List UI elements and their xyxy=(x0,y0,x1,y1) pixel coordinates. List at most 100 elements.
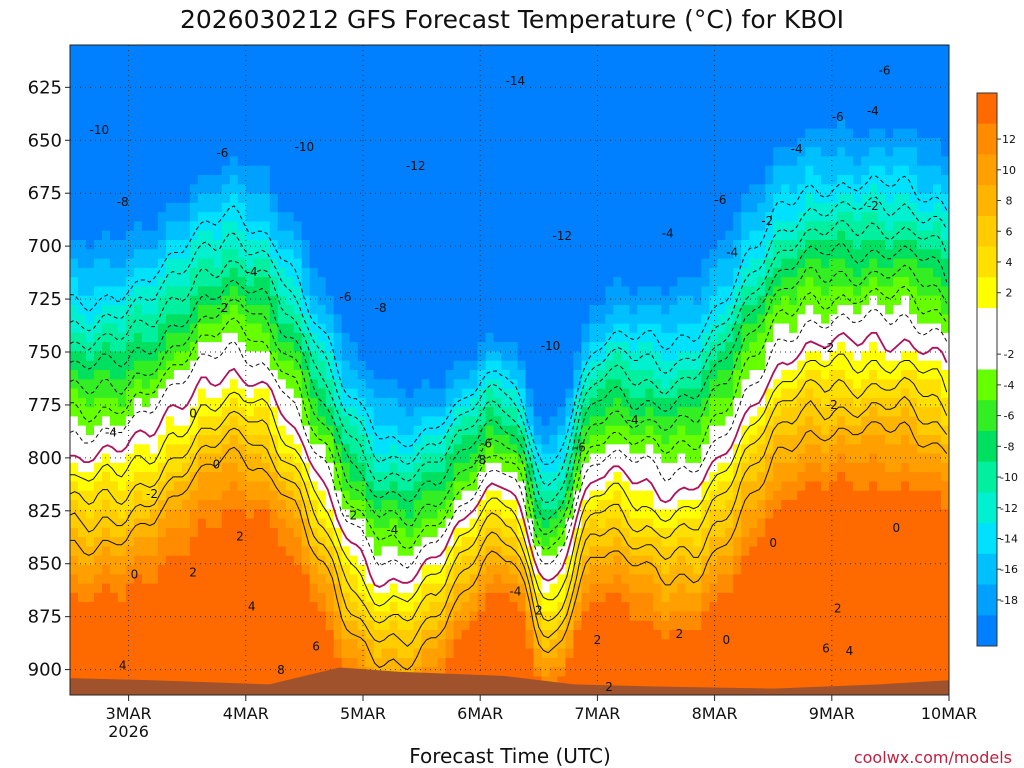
temperature-cell xyxy=(589,509,598,520)
temperature-cell xyxy=(477,500,487,510)
temperature-cell xyxy=(245,137,255,148)
temperature-cell xyxy=(78,193,87,204)
temperature-cell xyxy=(70,342,79,352)
temperature-cell xyxy=(397,360,407,371)
temperature-cell xyxy=(445,193,455,204)
temperature-cell xyxy=(517,202,527,213)
temperature-cell xyxy=(94,332,103,343)
temperature-cell xyxy=(389,342,399,352)
temperature-cell xyxy=(229,258,239,269)
temperature-cell xyxy=(269,91,279,102)
temperature-cell xyxy=(213,648,223,659)
temperature-cell xyxy=(461,277,471,287)
temperature-cell xyxy=(413,323,423,334)
temperature-cell xyxy=(461,518,471,529)
temperature-cell xyxy=(605,277,614,287)
temperature-cell xyxy=(189,620,199,631)
temperature-cell xyxy=(261,453,271,464)
temperature-cell xyxy=(301,620,311,631)
temperature-cell xyxy=(293,342,303,352)
temperature-cell xyxy=(197,212,207,222)
temperature-cell xyxy=(541,156,551,167)
temperature-cell xyxy=(181,147,191,157)
temperature-cell xyxy=(86,360,95,371)
temperature-cell xyxy=(413,639,423,650)
temperature-cell xyxy=(117,100,127,111)
temperature-cell xyxy=(581,128,590,139)
temperature-cell xyxy=(117,648,127,659)
temperature-cell xyxy=(613,639,622,650)
temperature-cell xyxy=(557,165,566,176)
temperature-cell xyxy=(541,416,551,427)
temperature-cell xyxy=(389,518,399,529)
temperature-cell xyxy=(309,351,319,362)
temperature-cell xyxy=(213,583,223,594)
temperature-cell xyxy=(365,54,375,65)
temperature-cell xyxy=(429,240,439,250)
temperature-cell xyxy=(333,630,343,640)
temperature-cell xyxy=(597,602,606,612)
temperature-cell xyxy=(477,63,487,74)
temperature-cell xyxy=(189,537,199,547)
temperature-cell xyxy=(629,453,638,464)
temperature-cell xyxy=(461,639,471,650)
temperature-cell xyxy=(549,676,559,687)
temperature-cell xyxy=(517,147,527,157)
temperature-cell xyxy=(429,91,439,102)
temperature-cell xyxy=(317,509,327,520)
temperature-cell xyxy=(413,193,423,204)
temperature-cell xyxy=(229,221,239,232)
temperature-cell xyxy=(141,639,151,650)
temperature-cell xyxy=(349,137,359,148)
temperature-cell xyxy=(285,184,295,195)
temperature-cell xyxy=(597,54,606,65)
temperature-cell xyxy=(277,240,287,250)
temperature-cell xyxy=(573,91,582,102)
temperature-cell xyxy=(541,360,551,371)
temperature-cell xyxy=(373,388,383,399)
temperature-cell xyxy=(389,360,399,371)
temperature-cell xyxy=(469,425,479,436)
temperature-cell xyxy=(629,175,638,185)
temperature-cell xyxy=(413,184,423,195)
temperature-cell xyxy=(253,500,263,510)
temperature-cell xyxy=(437,342,447,352)
temperature-cell xyxy=(573,221,582,232)
temperature-cell xyxy=(581,342,590,352)
temperature-cell xyxy=(269,546,279,557)
temperature-cell xyxy=(445,453,455,464)
temperature-cell xyxy=(453,648,463,659)
temperature-cell xyxy=(253,472,263,482)
temperature-cell xyxy=(469,45,479,55)
temperature-cell xyxy=(629,305,638,315)
temperature-cell xyxy=(605,620,614,631)
temperature-cell xyxy=(509,370,519,380)
temperature-cell xyxy=(301,425,311,436)
temperature-cell xyxy=(70,657,79,668)
temperature-cell xyxy=(581,230,590,241)
temperature-cell xyxy=(221,110,231,120)
temperature-cell xyxy=(405,620,415,631)
temperature-cell xyxy=(165,165,175,176)
temperature-cell xyxy=(261,45,271,55)
temperature-cell xyxy=(253,323,263,334)
temperature-cell xyxy=(605,193,614,204)
temperature-cell xyxy=(445,286,455,297)
temperature-cell xyxy=(629,667,638,677)
temperature-cell xyxy=(453,277,463,287)
temperature-cell xyxy=(221,676,231,687)
temperature-cell xyxy=(493,527,503,538)
temperature-cell xyxy=(125,592,135,603)
temperature-cell xyxy=(165,156,175,167)
temperature-cell xyxy=(605,137,614,148)
temperature-cell xyxy=(181,602,191,612)
temperature-cell xyxy=(317,110,327,120)
temperature-cell xyxy=(309,657,319,668)
temperature-cell xyxy=(102,565,111,575)
temperature-cell xyxy=(421,509,431,520)
temperature-cell xyxy=(269,314,279,325)
temperature-cell xyxy=(110,54,119,65)
temperature-cell xyxy=(221,416,231,427)
temperature-cell xyxy=(70,574,79,585)
temperature-cell xyxy=(493,500,503,510)
